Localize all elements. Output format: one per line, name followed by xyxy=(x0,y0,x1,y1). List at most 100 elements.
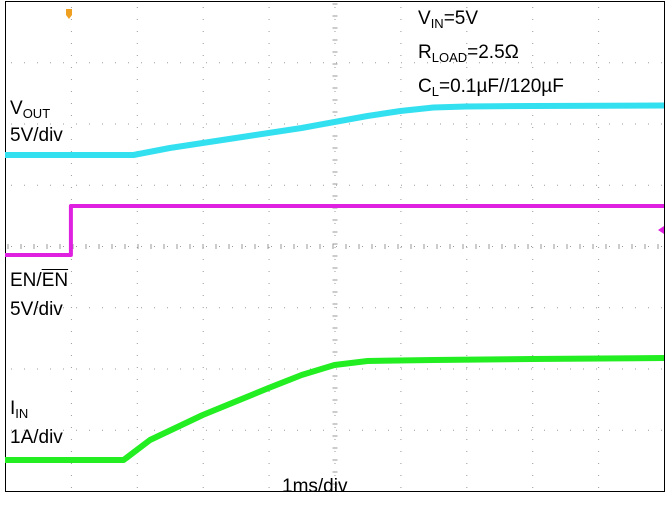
grid-dot xyxy=(284,246,285,247)
grid-dot xyxy=(622,368,623,370)
grid-dot xyxy=(400,271,402,272)
grid-dot xyxy=(128,246,129,247)
grid-dot xyxy=(136,43,138,44)
grid-dot xyxy=(598,91,600,92)
grid-dot xyxy=(532,55,534,56)
grid-dot xyxy=(202,139,204,140)
grid-dot xyxy=(375,246,376,247)
grid-dot xyxy=(598,391,600,392)
grid-dot xyxy=(136,79,138,80)
grid-dot xyxy=(128,184,129,186)
grid-dot xyxy=(232,368,233,370)
grid-dot xyxy=(334,295,336,296)
grid-dot xyxy=(268,103,270,104)
grid-dot xyxy=(557,62,558,64)
grid-dot xyxy=(598,247,600,248)
grid-dot xyxy=(70,427,72,428)
grid-dot xyxy=(70,163,72,164)
grid-dot xyxy=(180,123,181,125)
grid-dot xyxy=(268,139,270,140)
grid-dot xyxy=(202,151,204,152)
grid-dot xyxy=(202,19,204,20)
grid-dot xyxy=(532,115,534,116)
grid-dot xyxy=(622,62,623,64)
grid-dot xyxy=(334,271,336,272)
grid-dot xyxy=(532,355,534,356)
grid-dot xyxy=(492,429,493,431)
grid-dot xyxy=(202,367,204,368)
grid-dot xyxy=(479,123,480,125)
grid-dot xyxy=(427,184,428,186)
grid-dot xyxy=(136,463,138,464)
grid-dot xyxy=(466,223,468,224)
grid-dot xyxy=(532,31,534,32)
cond-vin: VIN=5V xyxy=(418,8,479,31)
grid-dot xyxy=(349,368,350,370)
grid-dot xyxy=(466,187,468,188)
grid-dot xyxy=(268,19,270,20)
grid-dot xyxy=(202,379,204,380)
grid-dot xyxy=(76,184,77,186)
grid-dot xyxy=(479,184,480,186)
grid-dot xyxy=(334,319,336,320)
grid-dot xyxy=(334,427,336,428)
grid-dot xyxy=(388,429,389,431)
grid-dot xyxy=(598,271,600,272)
grid-dot xyxy=(648,368,649,370)
grid-dot xyxy=(202,391,204,392)
grid-dot xyxy=(557,184,558,186)
grid-dot xyxy=(37,368,38,370)
grid-dot xyxy=(202,343,204,344)
grid-dot xyxy=(154,368,155,370)
grid-dot xyxy=(414,184,415,186)
grid-dot xyxy=(11,429,12,431)
grid-dot xyxy=(128,429,129,431)
grid-dot xyxy=(11,307,12,309)
grid-dot xyxy=(202,55,204,56)
grid-dot xyxy=(37,246,38,247)
grid-dot xyxy=(375,184,376,186)
grid-dot xyxy=(531,368,532,370)
grid-dot xyxy=(268,307,270,308)
grid-dot xyxy=(598,403,600,404)
grid-dot xyxy=(136,427,138,428)
grid-dot xyxy=(531,123,532,125)
grid-dot xyxy=(466,259,468,260)
grid-dot xyxy=(268,427,270,428)
grid-dot xyxy=(598,127,600,128)
grid-dot xyxy=(11,123,12,125)
grid-dot xyxy=(115,368,116,370)
grid-dot xyxy=(400,187,402,188)
grid-dot xyxy=(102,184,103,186)
grid-dot xyxy=(479,307,480,309)
grid-dot xyxy=(427,62,428,64)
grid-dot xyxy=(206,123,207,125)
grid-dot xyxy=(401,184,402,186)
trace-en xyxy=(5,204,664,257)
grid-dot xyxy=(180,429,181,431)
grid-dot xyxy=(400,139,402,140)
grid-dot xyxy=(466,31,468,32)
grid-dot xyxy=(598,55,600,56)
grid-dot xyxy=(598,163,600,164)
grid-dot xyxy=(635,184,636,186)
grid-dot xyxy=(258,307,259,309)
grid-dot xyxy=(268,235,270,236)
grid-dot xyxy=(202,463,204,464)
grid-dot xyxy=(193,62,194,64)
grid-dot xyxy=(202,211,204,212)
grid-dot xyxy=(37,123,38,125)
grid-dot xyxy=(136,379,138,380)
grid-dot xyxy=(362,429,363,431)
grid-dot xyxy=(268,451,270,452)
grid-dot xyxy=(400,307,402,308)
grid-dot xyxy=(284,123,285,125)
grid-dot xyxy=(136,223,138,224)
grid-dot xyxy=(661,368,662,370)
grid-dot xyxy=(401,429,402,431)
grid-dot xyxy=(334,331,336,332)
grid-dot xyxy=(89,307,90,309)
grid-dot xyxy=(544,123,545,125)
grid-dot xyxy=(375,368,376,370)
grid-dot xyxy=(268,355,270,356)
